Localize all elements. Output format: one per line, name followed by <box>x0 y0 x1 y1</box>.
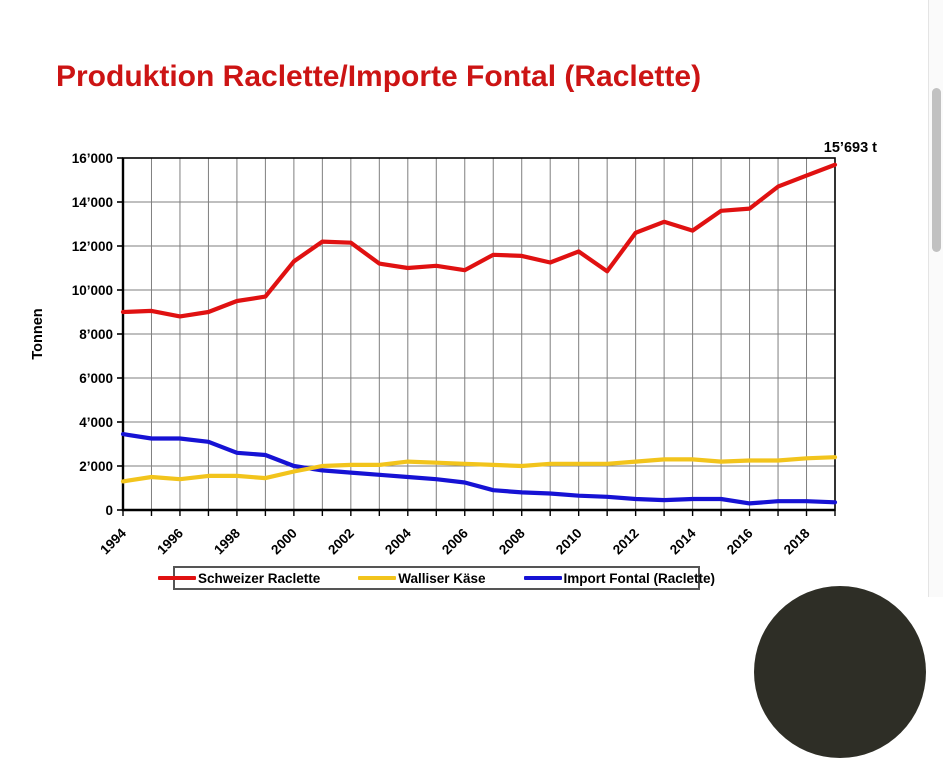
legend-line-red-icon <box>157 576 196 580</box>
y-axis-title: Tonnen <box>30 308 46 359</box>
x-axis-tick-label: 2000 <box>268 526 300 558</box>
y-axis-tick-label: 4’000 <box>79 415 113 430</box>
page-title: Produktion Raclette/Importe Fontal (Racl… <box>56 60 702 93</box>
x-axis-tick-label: 2018 <box>781 525 813 557</box>
x-axis-tick-label: 2008 <box>496 525 528 557</box>
legend-line-yellow-icon <box>358 576 397 580</box>
y-axis-tick-label: 16’000 <box>72 151 113 166</box>
x-axis-tick-label: 1994 <box>97 525 129 557</box>
series-line-walliser-k-se <box>120 455 838 484</box>
legend-item-walliser-kaese: Walliser Käse <box>358 570 486 586</box>
y-axis-tick-label: 6’000 <box>79 371 113 386</box>
x-axis-tick-label: 1998 <box>211 525 243 557</box>
y-axis-tick-label: 12’000 <box>72 239 113 254</box>
legend-label: Walliser Käse <box>398 570 486 586</box>
y-axis-tick-label: 14’000 <box>72 195 113 210</box>
x-axis-tick-label: 2012 <box>610 526 642 558</box>
legend-label: Import Fontal (Raclette) <box>563 570 716 586</box>
legend-item-schweizer-raclette: Schweizer Raclette <box>157 570 321 586</box>
legend-item-import-fontal: Import Fontal (Raclette) <box>523 570 716 586</box>
x-axis-tick-label: 2014 <box>667 525 699 557</box>
x-axis-tick-label: 1996 <box>154 525 186 557</box>
chart-area: 0 2’000 4’000 6’000 8’000 10’000 12’000 14’000 1… <box>0 125 912 570</box>
series-line-schweizer-raclette <box>120 162 838 319</box>
legend-line-blue-icon <box>523 576 562 580</box>
series-line-import-fontal-raclette- <box>120 432 838 506</box>
logo-badge <box>754 586 926 758</box>
scrollbar-track[interactable] <box>928 0 943 597</box>
y-axis-tick-label: 8’000 <box>79 327 113 342</box>
x-axis-tick-label: 2002 <box>325 526 357 558</box>
max-value-annotation: 15’693 t <box>824 140 877 156</box>
y-axis-tick-label: 0 <box>105 503 113 518</box>
y-axis-tick-label: 2’000 <box>79 459 113 474</box>
x-axis-tick-label: 2004 <box>382 525 414 557</box>
x-axis-tick-label: 2010 <box>553 526 585 558</box>
legend-label: Schweizer Raclette <box>197 570 321 586</box>
chart-canvas: 0 2’000 4’000 6’000 8’000 10’000 12’000 14’000 1… <box>30 140 877 558</box>
scrollbar-thumb[interactable] <box>932 88 941 252</box>
chart-legend: Schweizer Raclette Walliser Käse Import … <box>157 566 715 590</box>
y-axis-tick-label: 10’000 <box>72 283 113 298</box>
x-axis-tick-label: 2006 <box>439 525 471 557</box>
x-axis-tick-label: 2016 <box>724 525 756 557</box>
